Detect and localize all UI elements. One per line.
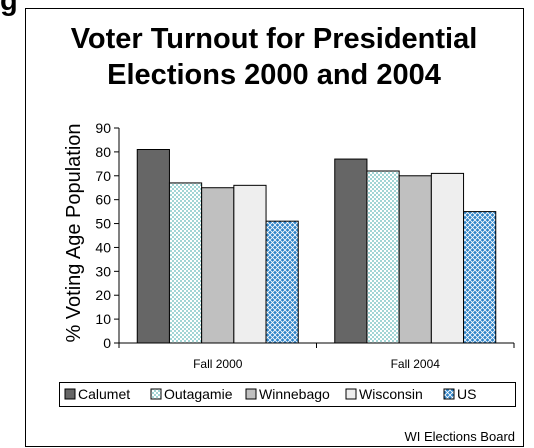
bar-calumet-fall-2000	[136, 149, 170, 344]
legend-box	[59, 382, 516, 407]
top-text-fragment: g	[0, 0, 18, 17]
y-tick-label: 10	[95, 311, 111, 327]
y-tick-label: 50	[95, 216, 111, 232]
legend-label: Outagamie	[164, 386, 233, 402]
bar-us-fall-2004	[463, 211, 497, 344]
bar-wisconsin-fall-2004	[430, 172, 465, 344]
y-tick-label: 90	[95, 120, 111, 136]
legend-label: Winnebago	[259, 386, 330, 402]
chart-legend: Calumet Outagamie Winnebago Wisconsin US	[59, 382, 516, 407]
bar-outagamie-fall-2004	[366, 170, 400, 344]
legend-swatch	[64, 388, 76, 400]
y-tick-label: 70	[95, 168, 111, 184]
y-tick-label: 60	[95, 192, 111, 208]
source-note: WI Elections Board	[404, 429, 515, 444]
bar-winnebago-fall-2004	[398, 175, 432, 344]
legend-swatch	[150, 388, 162, 400]
chart-bars	[136, 149, 497, 344]
chart-title-line-2: Elections 2000 and 2004	[107, 59, 441, 91]
bar-winnebago-fall-2000	[201, 187, 235, 344]
y-tick-label: 80	[95, 144, 111, 160]
legend-swatch	[345, 388, 357, 400]
legend-label: Calumet	[78, 386, 130, 402]
legend-swatch	[443, 388, 455, 400]
y-axis-label: % Voting Age Population	[63, 123, 85, 342]
x-tick-label: Fall 2004	[391, 357, 441, 371]
chart-title-line-1: Voter Turnout for Presidential	[71, 23, 478, 55]
y-tick-label: 30	[95, 263, 111, 279]
bar-outagamie-fall-2000	[168, 182, 203, 344]
bar-wisconsin-fall-2000	[233, 184, 267, 344]
y-tick-label: 20	[95, 287, 111, 303]
legend-label: Wisconsin	[359, 386, 423, 402]
legend-label: US	[457, 386, 476, 402]
y-tick-label: 0	[103, 335, 111, 351]
y-tick-label: 40	[95, 239, 111, 255]
bar-calumet-fall-2004	[334, 158, 368, 344]
bar-us-fall-2000	[265, 220, 299, 344]
x-tick-label: Fall 2000	[193, 357, 243, 371]
legend-swatch	[245, 388, 257, 400]
